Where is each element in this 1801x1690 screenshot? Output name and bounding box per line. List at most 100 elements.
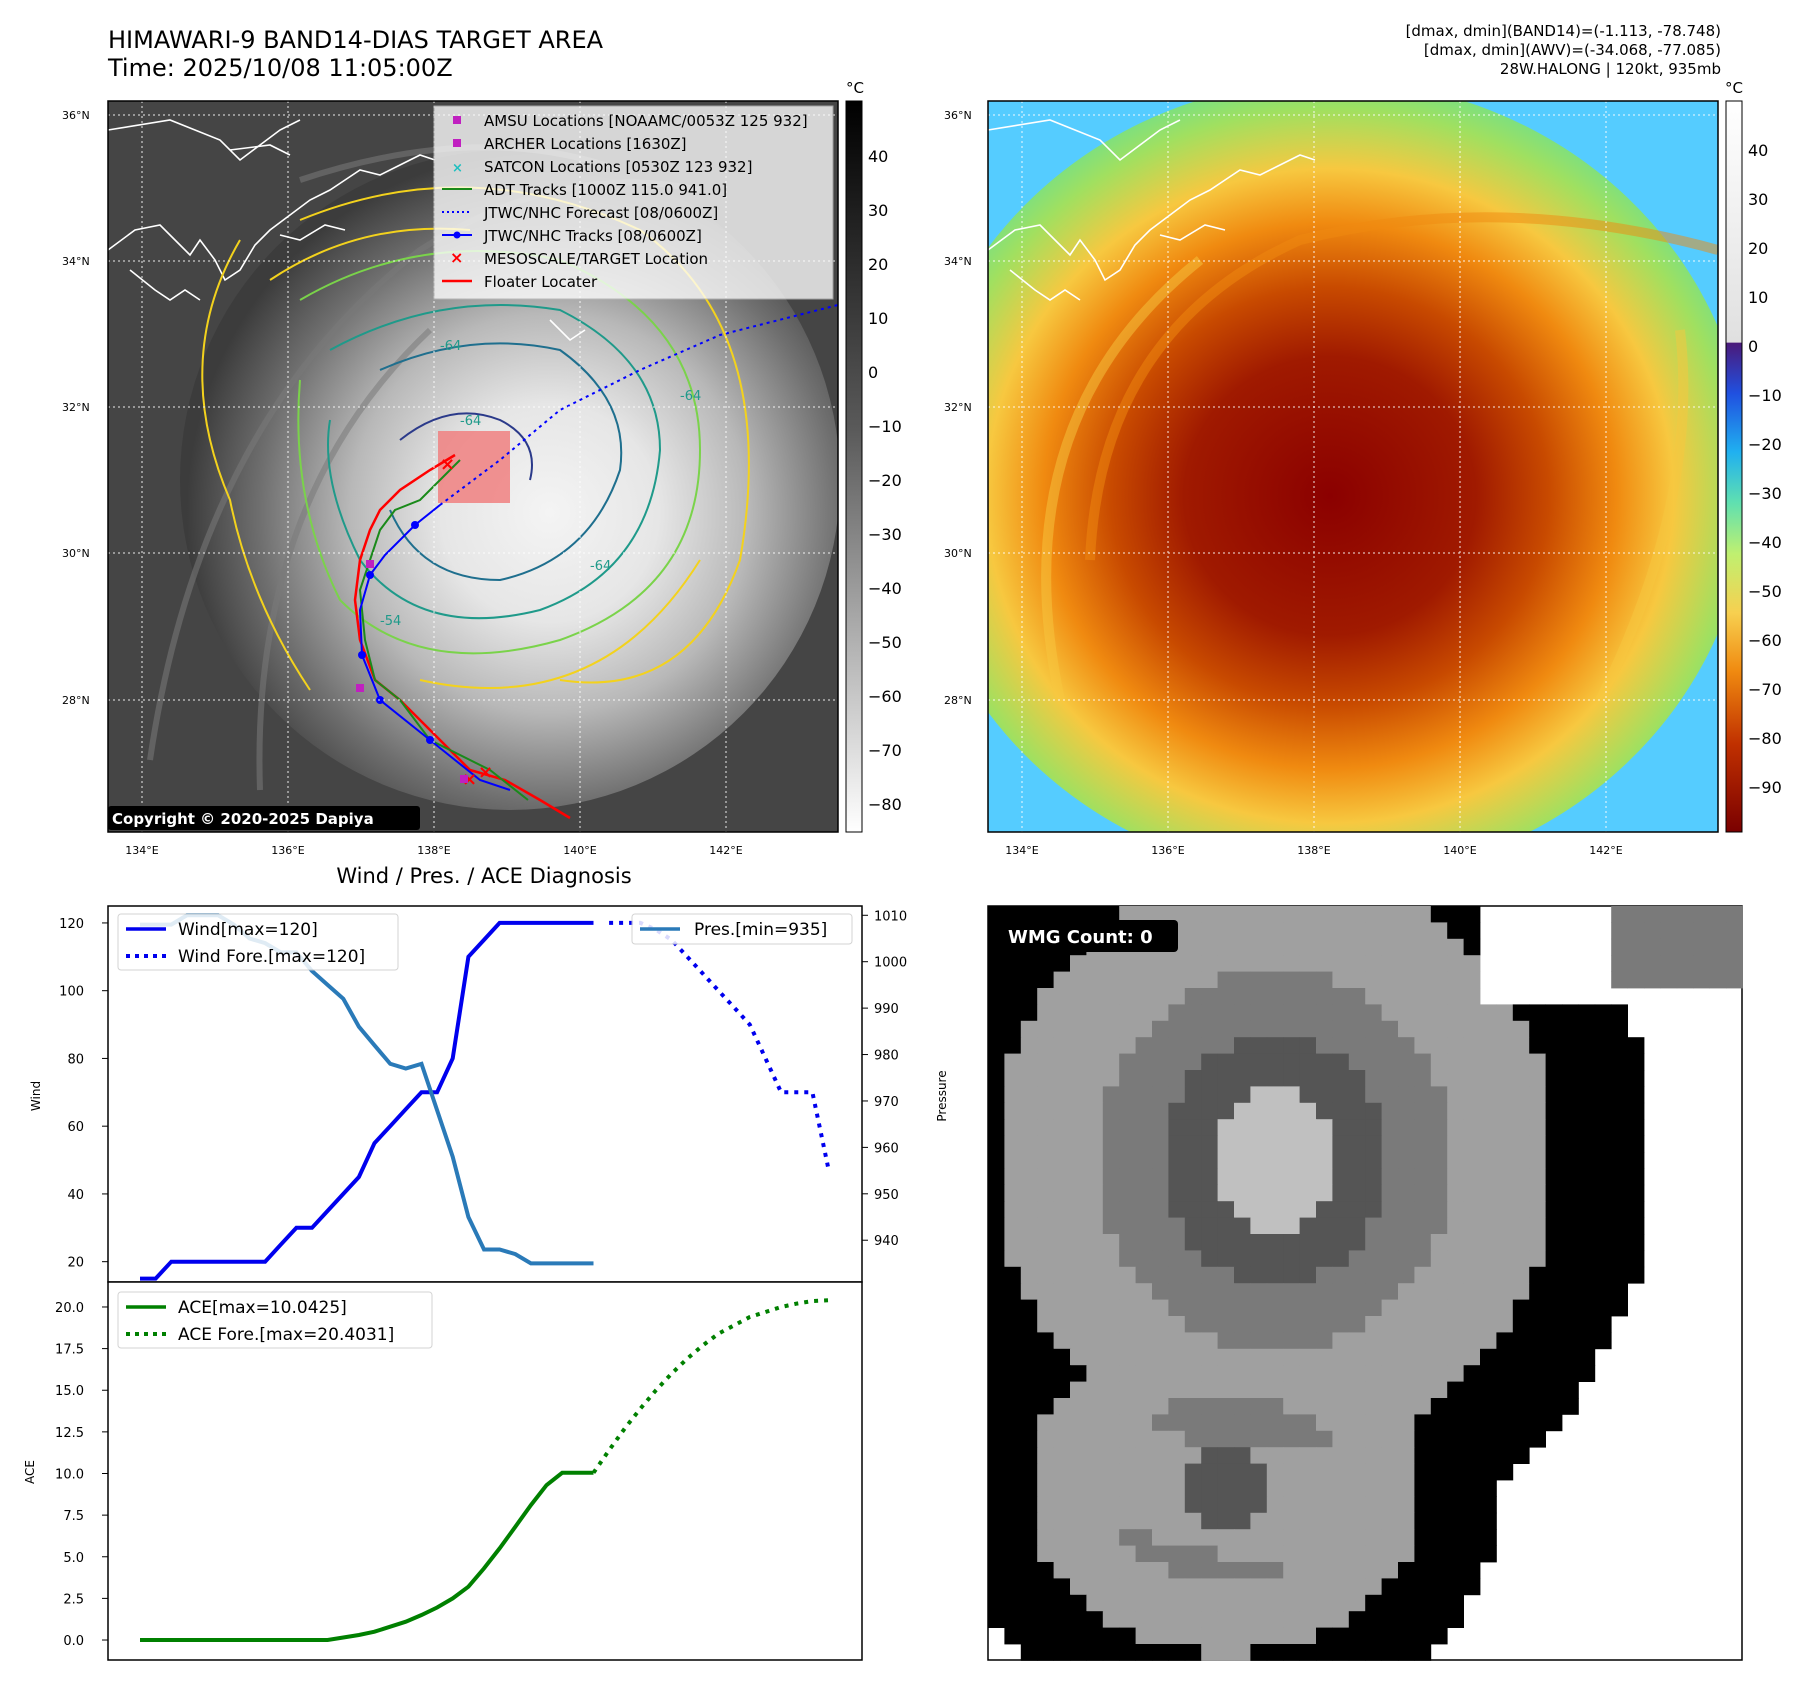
- wmg-cell: [1152, 1070, 1169, 1087]
- wmg-cell: [1168, 1348, 1186, 1366]
- wmg-cell: [1480, 1217, 1497, 1235]
- wmg-cell: [1119, 1020, 1136, 1038]
- wmg-cell: [1463, 1234, 1481, 1251]
- wmg-cell: [1562, 1168, 1579, 1186]
- wmg-cell: [1332, 1250, 1350, 1268]
- wmg-cell: [1545, 1299, 1563, 1317]
- wmg-cell: [1414, 1562, 1432, 1579]
- wmg-cell: [1135, 1332, 1153, 1350]
- wmg-cell: [1201, 1135, 1218, 1153]
- wmg-cell: [1135, 1316, 1153, 1333]
- wmg-cell: [1119, 1496, 1136, 1514]
- wmg-cell: [1299, 1529, 1317, 1546]
- wmg-cell: [1348, 938, 1366, 956]
- wmg-cell: [1119, 1365, 1136, 1382]
- wmg-cell: [1217, 1037, 1235, 1054]
- wmg-cell: [1070, 955, 1087, 972]
- wmg-cell: [1299, 1545, 1317, 1563]
- wmg-cell: [1447, 1496, 1464, 1514]
- wmg-cell: [1004, 1102, 1022, 1120]
- wmg-cell: [1086, 1299, 1104, 1317]
- wmg-cell: [1102, 1201, 1120, 1218]
- wmg-cell: [1020, 1201, 1038, 1218]
- wmg-cell: [1512, 1234, 1530, 1251]
- wmg-cell: [1234, 1545, 1251, 1563]
- wmg-cell: [1168, 1398, 1186, 1415]
- wmg-cell: [1086, 1217, 1104, 1235]
- wmg-cell: [1348, 1152, 1366, 1169]
- wmg-cell: [1168, 1119, 1186, 1136]
- wmg-cell: [1381, 1004, 1399, 1022]
- wmg-cell: [1234, 1234, 1251, 1251]
- wmg-cell: [1053, 1168, 1071, 1186]
- cbar-tick: 10: [1748, 288, 1768, 307]
- wmg-cell: [1381, 1529, 1399, 1546]
- legend-satcon-swatch: ×: [452, 161, 463, 176]
- wmg-cell: [1266, 988, 1284, 1005]
- target-box: [438, 431, 510, 503]
- wmg-cell: [1037, 906, 1054, 923]
- wmg-cell: [1348, 1053, 1366, 1071]
- wmg-cell: [1234, 1037, 1251, 1054]
- wmg-cell: [1070, 1430, 1087, 1448]
- wmg-cell: [1037, 1037, 1054, 1054]
- wmg-cell: [1398, 1529, 1415, 1546]
- wmg-cell: [1430, 1627, 1448, 1645]
- wmg-cell: [1447, 1447, 1464, 1464]
- wmg-cell: [1184, 1168, 1202, 1186]
- wmg-cell: [1594, 1217, 1612, 1235]
- wmg-cell: [1217, 1250, 1235, 1268]
- stats-block: [dmax, dmin](BAND14)=(-1.113, -78.748) […: [1406, 22, 1721, 79]
- wmg-cell: [1266, 1594, 1284, 1612]
- wmg-cell: [1512, 1201, 1530, 1218]
- wmg-cell: [1578, 1053, 1596, 1071]
- cbar-tick: −10: [868, 417, 902, 436]
- wmg-cell: [1381, 1545, 1399, 1563]
- wmg-cell: [1348, 1070, 1366, 1087]
- wmg-cell: [1184, 1316, 1202, 1333]
- wmg-cell: [1102, 1430, 1120, 1448]
- wmg-cell: [1414, 1496, 1432, 1514]
- wmg-cell: [1381, 922, 1399, 940]
- wmg-cell: [1414, 1266, 1432, 1284]
- wmg-cell: [1463, 1184, 1481, 1202]
- wmg-cell: [1102, 1512, 1120, 1530]
- wind-tick-label: 60: [67, 1120, 84, 1135]
- wmg-cell: [1037, 1447, 1054, 1464]
- wmg-cell: [1283, 1398, 1300, 1415]
- maps-svg: -64 -64 -64 -54 -64 ×× ×: [62, 79, 1782, 857]
- wmg-cell: [1348, 1611, 1366, 1628]
- wmg-cell: [1627, 1152, 1645, 1169]
- wmg-cell: [1135, 1086, 1153, 1104]
- wmg-cell: [1414, 1414, 1432, 1432]
- cbar-tick: −30: [1748, 484, 1782, 503]
- wmg-cell: [1299, 1234, 1317, 1251]
- wmg-cell: [1545, 1119, 1563, 1136]
- wmg-cell: [1480, 1316, 1497, 1333]
- wmg-cell: [1480, 1381, 1497, 1399]
- wmg-cell: [1168, 1250, 1186, 1268]
- wmg-cell: [1398, 1627, 1415, 1645]
- wmg-cell: [1283, 922, 1300, 940]
- wmg-cell: [1414, 922, 1432, 940]
- wmg-cell: [1086, 1398, 1104, 1415]
- wmg-cell: [1512, 1037, 1530, 1054]
- wmg-cell: [1201, 988, 1218, 1005]
- wmg-cell: [1447, 971, 1464, 989]
- copyright-badge: [108, 806, 420, 830]
- wmg-cell: [1004, 1119, 1022, 1136]
- ace-tick-label: 5.0: [63, 1551, 84, 1566]
- wmg-cell: [1184, 1611, 1202, 1628]
- wmg-cell: [1348, 1545, 1366, 1563]
- wmg-cell: [1102, 922, 1120, 940]
- wmg-cell: [1184, 1365, 1202, 1382]
- wmg-cell: [1102, 1398, 1120, 1415]
- wmg-cell: [1594, 1152, 1612, 1169]
- wmg-cell: [1070, 1250, 1087, 1268]
- wmg-cell: [1266, 1004, 1284, 1022]
- wmg-cell: [1480, 1201, 1497, 1218]
- wmg-cell: [988, 1037, 1005, 1054]
- wmg-cell: [1168, 1004, 1186, 1022]
- wmg-cell: [1053, 1381, 1071, 1399]
- wmg-cell: [1234, 1644, 1251, 1661]
